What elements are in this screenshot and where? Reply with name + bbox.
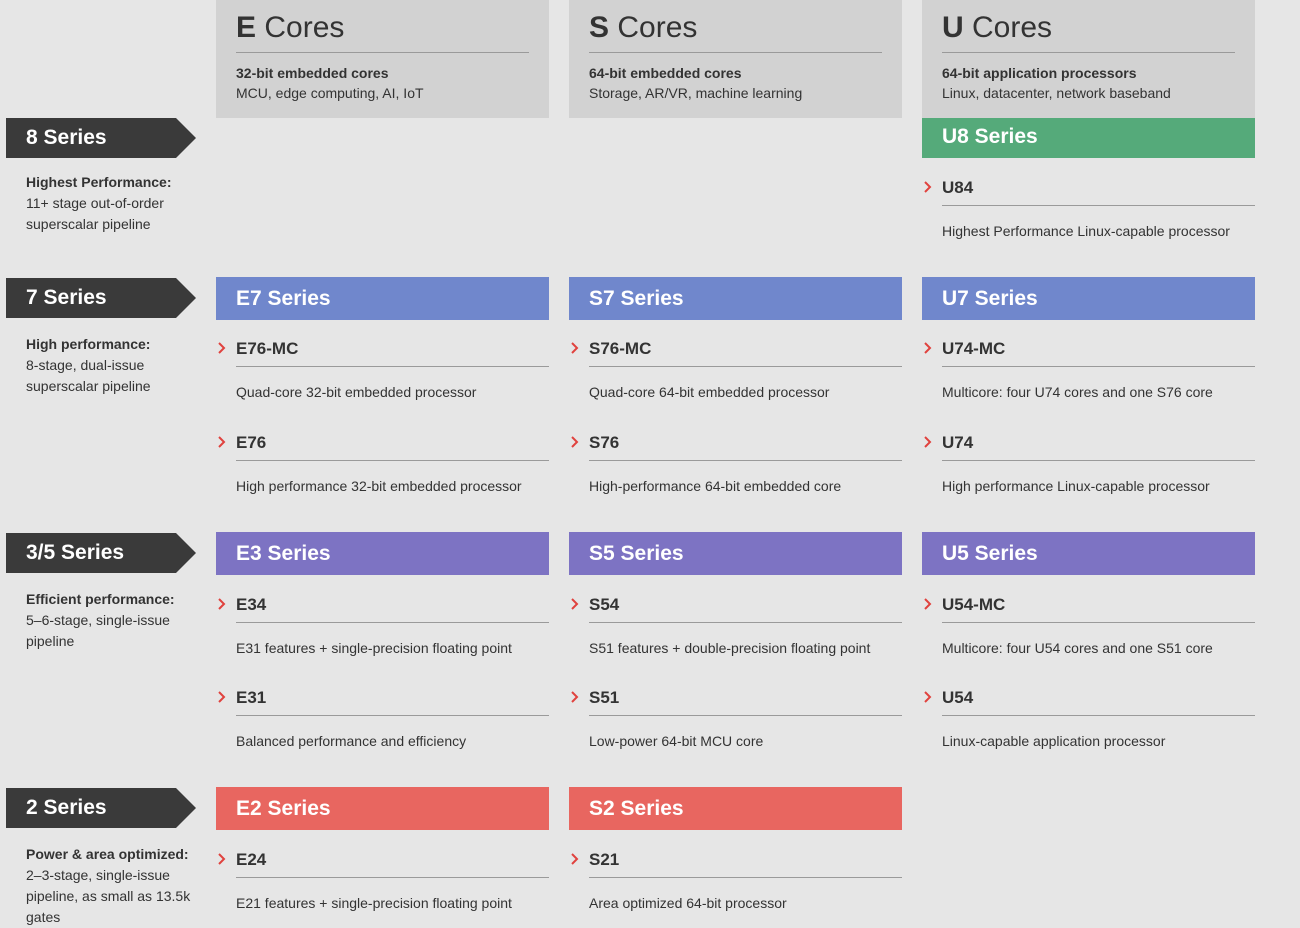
column-title: E Cores bbox=[236, 10, 529, 53]
series-bar-e2[interactable]: E2 Series bbox=[216, 787, 549, 830]
column-subtitle: 64-bit application processors bbox=[942, 65, 1137, 81]
core-link-s54[interactable]: S54 S51 features + double-precision floa… bbox=[569, 594, 902, 657]
core-link-u54[interactable]: U54 Linux-capable application processor bbox=[922, 687, 1255, 750]
core-name: S51 bbox=[589, 687, 902, 716]
chevron-right-icon bbox=[924, 342, 932, 354]
chevron-right-icon bbox=[571, 853, 579, 865]
series-bar-s7[interactable]: S7 Series bbox=[569, 277, 902, 320]
core-link-u54-mc[interactable]: U54-MC Multicore: four U54 cores and one… bbox=[922, 594, 1255, 657]
core-link-e76[interactable]: E76 High performance 32-bit embedded pro… bbox=[216, 432, 549, 495]
series-bar-u7[interactable]: U7 Series bbox=[922, 277, 1255, 320]
core-description: High performance Linux-capable processor bbox=[942, 478, 1210, 494]
chevron-right-icon bbox=[924, 436, 932, 448]
core-link-u84[interactable]: U84 Highest Performance Linux-capable pr… bbox=[922, 177, 1255, 240]
core-description: E21 features + single-precision floating… bbox=[236, 895, 512, 911]
core-description: Highest Performance Linux-capable proces… bbox=[942, 223, 1230, 239]
core-name: E24 bbox=[236, 849, 549, 878]
column-title: U Cores bbox=[942, 10, 1235, 53]
core-name: E76-MC bbox=[236, 338, 549, 367]
core-name: E34 bbox=[236, 594, 549, 623]
core-link-s76[interactable]: S76 High-performance 64-bit embedded cor… bbox=[569, 432, 902, 495]
chevron-right-icon bbox=[571, 342, 579, 354]
tier-tag-7-series: 7 Series bbox=[6, 278, 196, 318]
core-link-s76-mc[interactable]: S76-MC Quad-core 64-bit embedded process… bbox=[569, 338, 902, 401]
core-description: Linux-capable application processor bbox=[942, 733, 1166, 749]
tier-description-7-series: High performance: 8-stage, dual-issue su… bbox=[26, 336, 151, 394]
series-bar-s5[interactable]: S5 Series bbox=[569, 532, 902, 575]
series-bar-u5[interactable]: U5 Series bbox=[922, 532, 1255, 575]
tier-tag-3-5-series: 3/5 Series bbox=[6, 533, 196, 573]
chevron-right-icon bbox=[571, 436, 579, 448]
core-name: U84 bbox=[942, 177, 1255, 206]
series-bar-s2[interactable]: S2 Series bbox=[569, 787, 902, 830]
core-link-e76-mc[interactable]: E76-MC Quad-core 32-bit embedded process… bbox=[216, 338, 549, 401]
core-name: U74 bbox=[942, 432, 1255, 461]
column-use-cases: Storage, AR/VR, machine learning bbox=[589, 85, 803, 101]
tier-description-3-5-series: Efficient performance: 5–6-stage, single… bbox=[26, 591, 175, 649]
column-use-cases: MCU, edge computing, AI, IoT bbox=[236, 85, 424, 101]
core-description: E31 features + single-precision floating… bbox=[236, 640, 512, 656]
chevron-right-icon bbox=[924, 181, 932, 193]
core-link-u74[interactable]: U74 High performance Linux-capable proce… bbox=[922, 432, 1255, 495]
chevron-right-icon bbox=[571, 691, 579, 703]
core-description: Area optimized 64-bit processor bbox=[589, 895, 787, 911]
core-name: S21 bbox=[589, 849, 902, 878]
chevron-right-icon bbox=[571, 598, 579, 610]
series-bar-e3[interactable]: E3 Series bbox=[216, 532, 549, 575]
tier-tag-2-series: 2 Series bbox=[6, 788, 196, 828]
core-name: U54-MC bbox=[942, 594, 1255, 623]
core-link-s21[interactable]: S21 Area optimized 64-bit processor bbox=[569, 849, 902, 912]
tier-tag-8-series: 8 Series bbox=[6, 118, 196, 158]
chevron-right-icon bbox=[218, 342, 226, 354]
core-description: Quad-core 32-bit embedded processor bbox=[236, 384, 477, 400]
core-description: Multicore: four U74 cores and one S76 co… bbox=[942, 384, 1213, 400]
column-header-u-cores: U Cores 64-bit application processors Li… bbox=[922, 0, 1255, 118]
chevron-right-icon bbox=[218, 853, 226, 865]
column-header-s-cores: S Cores 64-bit embedded cores Storage, A… bbox=[569, 0, 902, 118]
core-description: Quad-core 64-bit embedded processor bbox=[589, 384, 830, 400]
column-header-e-cores: E Cores 32-bit embedded cores MCU, edge … bbox=[216, 0, 549, 118]
core-description: S51 features + double-precision floating… bbox=[589, 640, 871, 656]
chevron-right-icon bbox=[924, 598, 932, 610]
core-link-e24[interactable]: E24 E21 features + single-precision floa… bbox=[216, 849, 549, 912]
core-link-e31[interactable]: E31 Balanced performance and efficiency bbox=[216, 687, 549, 750]
column-title: S Cores bbox=[589, 10, 882, 53]
chevron-right-icon bbox=[218, 436, 226, 448]
chevron-right-icon bbox=[218, 691, 226, 703]
column-subtitle: 32-bit embedded cores bbox=[236, 65, 389, 81]
core-description: Low-power 64-bit MCU core bbox=[589, 733, 764, 749]
core-name: S54 bbox=[589, 594, 902, 623]
series-bar-e7[interactable]: E7 Series bbox=[216, 277, 549, 320]
tier-description-8-series: Highest Performance: 11+ stage out-of-or… bbox=[26, 174, 172, 232]
core-description: High performance 32-bit embedded process… bbox=[236, 478, 522, 494]
core-name: U74-MC bbox=[942, 338, 1255, 367]
column-use-cases: Linux, datacenter, network baseband bbox=[942, 85, 1171, 101]
core-name: S76-MC bbox=[589, 338, 902, 367]
core-description: High-performance 64-bit embedded core bbox=[589, 478, 842, 494]
column-subtitle: 64-bit embedded cores bbox=[589, 65, 742, 81]
core-name: E31 bbox=[236, 687, 549, 716]
core-description: Balanced performance and efficiency bbox=[236, 733, 467, 749]
series-bar-u8[interactable]: U8 Series bbox=[922, 118, 1255, 158]
core-name: E76 bbox=[236, 432, 549, 461]
core-name: S76 bbox=[589, 432, 902, 461]
core-name: U54 bbox=[942, 687, 1255, 716]
core-link-s51[interactable]: S51 Low-power 64-bit MCU core bbox=[569, 687, 902, 750]
chevron-right-icon bbox=[218, 598, 226, 610]
tier-description-2-series: Power & area optimized: 2–3-stage, singl… bbox=[26, 846, 191, 925]
core-link-e34[interactable]: E34 E31 features + single-precision floa… bbox=[216, 594, 549, 657]
core-link-u74-mc[interactable]: U74-MC Multicore: four U74 cores and one… bbox=[922, 338, 1255, 401]
core-description: Multicore: four U54 cores and one S51 co… bbox=[942, 640, 1213, 656]
chevron-right-icon bbox=[924, 691, 932, 703]
